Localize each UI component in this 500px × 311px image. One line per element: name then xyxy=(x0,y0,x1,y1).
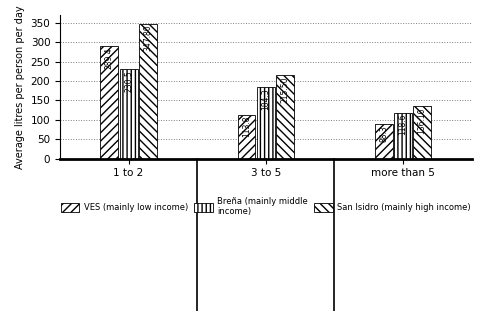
Text: 136.10: 136.10 xyxy=(418,107,426,133)
Legend: VES (mainly low income), Breña (mainly middle
income), San Isidro (mainly high i: VES (mainly low income), Breña (mainly m… xyxy=(58,195,473,219)
Text: 289.4: 289.4 xyxy=(105,48,114,69)
Bar xyxy=(238,114,256,159)
Bar xyxy=(375,124,392,159)
Text: 184.3: 184.3 xyxy=(262,88,270,110)
Text: 230.5: 230.5 xyxy=(124,70,133,92)
Bar xyxy=(413,106,431,159)
Text: 113.8: 113.8 xyxy=(242,116,251,137)
Text: 347.80: 347.80 xyxy=(144,25,152,51)
Y-axis label: Average litres per person per day: Average litres per person per day xyxy=(15,5,25,169)
Text: 118.6: 118.6 xyxy=(398,114,407,135)
Bar xyxy=(257,87,274,159)
Bar xyxy=(139,24,156,159)
Bar xyxy=(100,46,118,159)
Text: 215.50: 215.50 xyxy=(280,76,289,103)
Text: 88.3: 88.3 xyxy=(379,126,388,142)
Bar xyxy=(394,113,412,159)
Bar xyxy=(120,69,138,159)
Bar xyxy=(276,75,294,159)
